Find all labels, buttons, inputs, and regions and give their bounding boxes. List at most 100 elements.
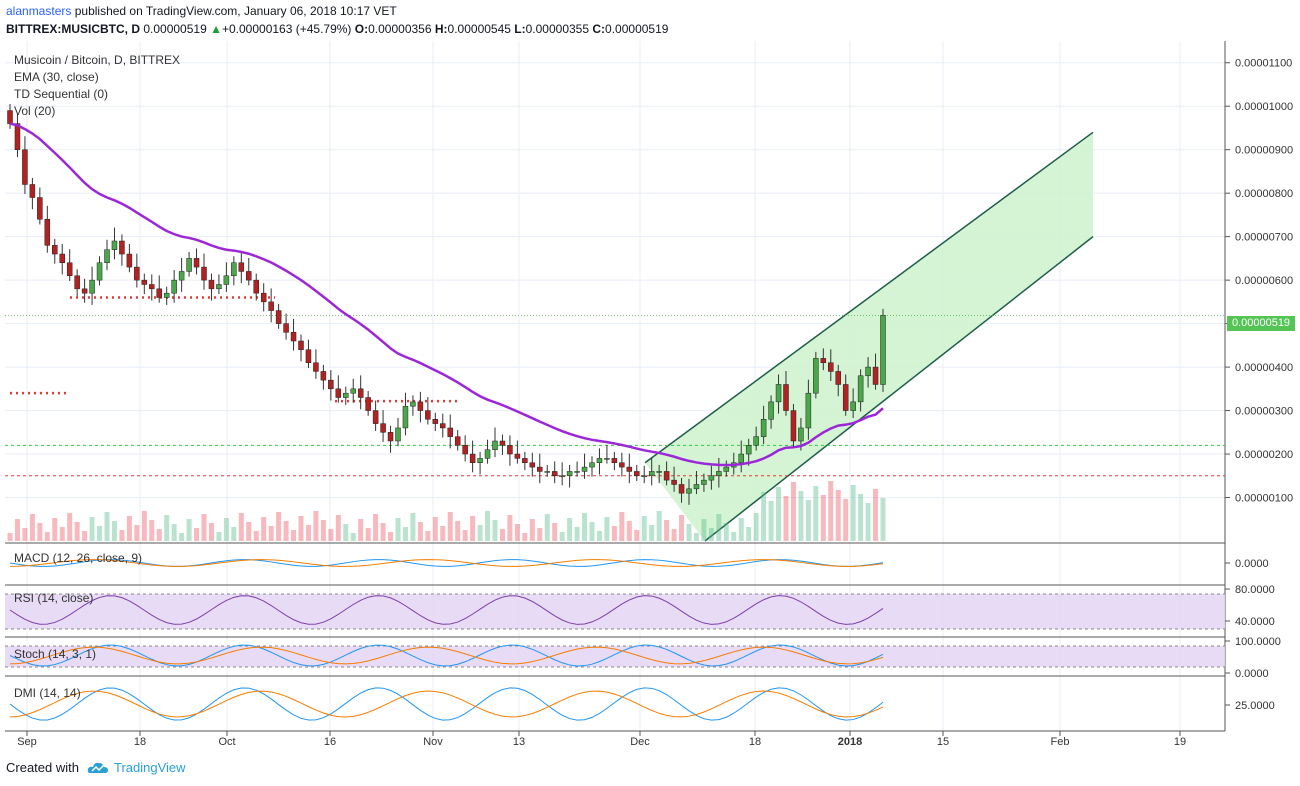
volume-bar	[731, 532, 737, 541]
y-tick-label: 0.00000400	[1235, 362, 1293, 374]
volume-bar	[746, 527, 752, 541]
x-tick-label: 2018	[838, 736, 862, 748]
close-label: C:	[592, 22, 606, 36]
volume-bar	[74, 522, 80, 541]
candle-body	[596, 458, 603, 463]
candle-body	[119, 240, 125, 255]
volume-bar	[305, 525, 311, 541]
candle-body	[96, 262, 103, 281]
volume-bar	[216, 532, 222, 541]
volume-bar	[104, 512, 110, 541]
candle-body	[283, 323, 289, 333]
volume-bar	[753, 513, 759, 541]
rsi-tick-label: 40.0000	[1235, 616, 1275, 628]
candle-body	[663, 471, 670, 481]
candle-body	[410, 401, 416, 407]
candle-body	[171, 279, 177, 294]
volume-bar	[641, 516, 647, 541]
candle-body	[37, 197, 43, 220]
volume-bar	[194, 528, 200, 541]
candle-body	[723, 466, 730, 472]
volume-bar	[7, 533, 13, 541]
candle-body	[335, 388, 342, 398]
volume-bar	[738, 518, 744, 541]
candle-body	[828, 362, 834, 372]
candle-body	[186, 258, 192, 272]
low-label: L:	[514, 22, 526, 36]
candle-body	[469, 453, 476, 463]
volume-bar	[462, 530, 468, 541]
candle-body	[641, 475, 647, 478]
legend-stoch: Stoch (14, 3, 1)	[14, 647, 97, 661]
candle-body	[268, 301, 274, 311]
candle-body	[260, 292, 267, 303]
candle-body	[872, 366, 879, 385]
chart-svg[interactable]: 0.00001100 0.00001000 0.00000900 0.00000800…	[5, 41, 1295, 753]
candle-body	[29, 184, 36, 198]
volume-bar	[179, 533, 185, 541]
candle-body	[477, 458, 483, 463]
volume-bar	[843, 499, 849, 541]
candle-body	[626, 466, 633, 472]
volume-bar	[126, 516, 132, 541]
volume-bar	[29, 514, 35, 541]
volume-bar	[880, 498, 886, 541]
volume-bar	[365, 528, 371, 541]
candle-body	[693, 484, 700, 490]
author-link[interactable]: alanmasters	[6, 4, 72, 18]
candle-body	[566, 471, 573, 477]
stoch-band	[5, 646, 1225, 667]
candle-body	[290, 332, 297, 342]
volume-bar	[596, 531, 602, 541]
volume-bar	[477, 525, 483, 541]
close-value: 0.00000519	[605, 22, 669, 36]
volume-bar	[380, 523, 386, 541]
candle-body	[104, 249, 110, 263]
candle-body	[619, 462, 625, 468]
candle-body	[141, 279, 148, 285]
volume-bar	[567, 518, 573, 541]
volume-bar	[14, 519, 20, 541]
volume-bar	[820, 495, 826, 541]
legend-vol: Vol (20)	[14, 104, 56, 118]
volume-bar	[432, 517, 438, 541]
candle-body	[857, 375, 864, 403]
triangle-up-icon: ▲	[210, 22, 222, 36]
y-tick-label: 0.00000300	[1235, 406, 1293, 418]
candle-body	[768, 401, 774, 420]
candle-body	[246, 271, 252, 281]
chart-area[interactable]: 0.00001100 0.00001000 0.00000900 0.00000800…	[5, 41, 1295, 753]
volume-bar	[313, 511, 319, 541]
candle-body	[634, 471, 640, 477]
candle-body	[350, 388, 356, 394]
candle-body	[447, 427, 453, 437]
legend-title: Musicoin / Bitcoin, D, BITTREX	[14, 53, 181, 67]
rsi-band	[5, 594, 1225, 629]
x-tick-label: Nov	[423, 736, 443, 748]
macd-line-signal	[9, 559, 884, 567]
open-value: 0.00000356	[368, 22, 432, 36]
candle-body	[66, 262, 73, 277]
ema-line	[9, 122, 884, 467]
volume-bar	[529, 519, 535, 541]
tradingview-link[interactable]: TradingView	[87, 760, 186, 775]
volume-bar	[455, 521, 461, 541]
volume-bar	[626, 521, 632, 541]
volume-bar	[544, 514, 550, 541]
candle-body	[813, 358, 819, 394]
volume-bar	[850, 485, 856, 541]
candle-body	[701, 479, 707, 485]
candle-body	[7, 110, 13, 124]
volume-bar	[268, 526, 274, 541]
volume-bar	[447, 512, 453, 541]
candle-body	[462, 445, 468, 455]
candle-body	[835, 371, 841, 385]
x-tick-label: Oct	[218, 736, 235, 748]
candle-body	[499, 440, 506, 446]
candle-body	[522, 458, 528, 463]
candle-body	[790, 410, 797, 442]
volume-bar	[350, 533, 356, 541]
candle-body	[156, 288, 162, 298]
legend-ema: EMA (30, close)	[14, 70, 99, 84]
candle-body	[216, 284, 222, 290]
